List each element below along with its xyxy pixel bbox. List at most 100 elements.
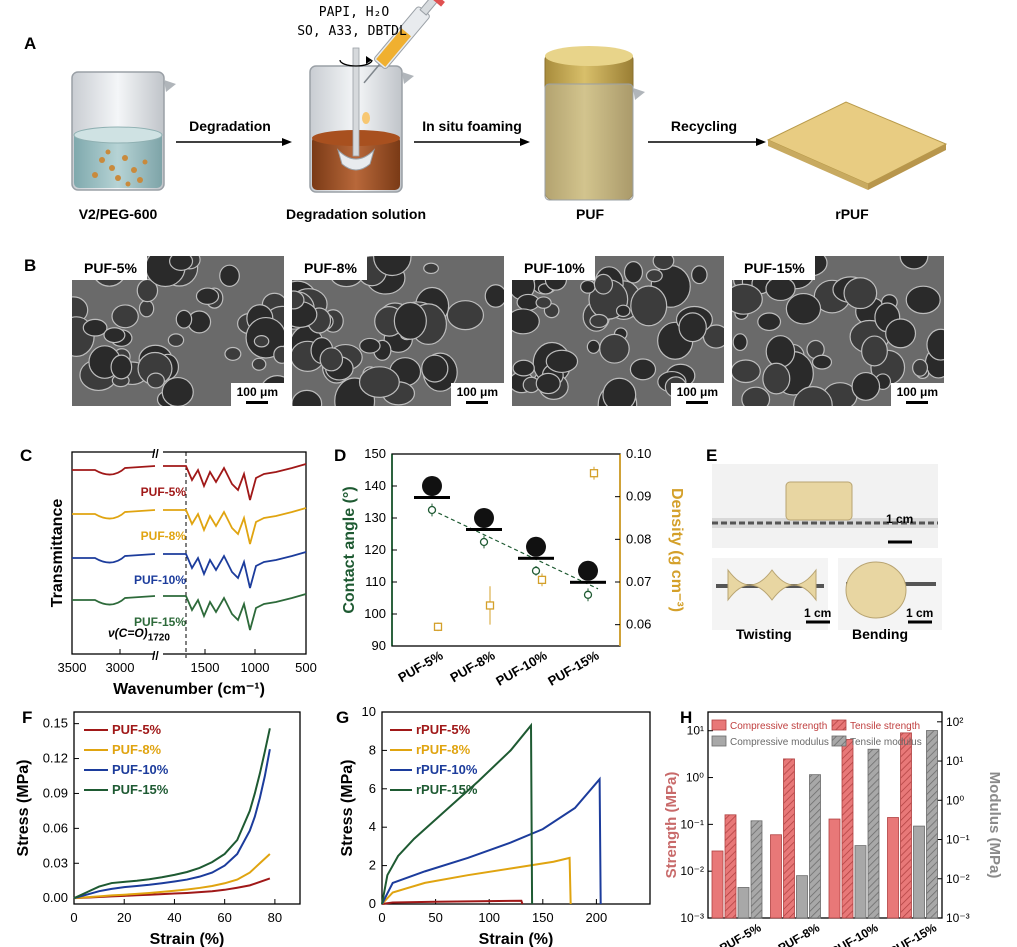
y-tick-label: 10¹: [687, 724, 704, 738]
plot-frame: [381, 711, 651, 905]
pore: [138, 299, 155, 318]
droplet-surface: [466, 528, 502, 531]
panel-d-letter: D: [334, 446, 347, 465]
ftir-chart: // // 3500 3000 1500 1000 500 Wavenumber (cm⁻¹)…: [49, 447, 317, 698]
y-tick-label: 2: [369, 858, 376, 873]
series-label: PUF-8%: [141, 529, 187, 543]
panel-g-letter: G: [336, 708, 350, 727]
sem-pores: [72, 256, 284, 406]
pore: [359, 337, 381, 354]
plot-frame: [707, 711, 943, 919]
x-tick-label: 80: [268, 910, 282, 925]
ftir-series-line: [72, 551, 307, 589]
y2-axis-label: Density (g cm⁻³): [668, 488, 685, 612]
x-tick-label: PUF-10%: [828, 920, 880, 947]
x-tick-label: 100: [478, 910, 500, 925]
series-line: [73, 877, 271, 900]
legend-label: rPUF-15%: [416, 782, 478, 797]
pore: [741, 386, 771, 406]
y-tick-label: 10⁰: [686, 771, 704, 785]
y2-tick-label: 0.09: [626, 489, 651, 504]
sem-label: PUF-15%: [732, 256, 815, 280]
panel-h-letter: H: [680, 708, 693, 727]
series-line: [73, 728, 271, 900]
pore: [652, 256, 675, 271]
pore: [765, 276, 796, 302]
x-tick-label: 0: [378, 910, 385, 925]
legend-label: PUF-5%: [112, 722, 162, 737]
panel-e-letter: E: [706, 446, 718, 465]
x-tick-label: PUF-10%: [493, 647, 550, 688]
pore: [273, 345, 284, 364]
pore: [732, 333, 748, 352]
pore: [175, 309, 193, 329]
pore: [446, 300, 485, 331]
break-mark: //: [152, 649, 159, 663]
y-tick-label: 8: [369, 742, 376, 757]
x-tick-label: 50: [428, 910, 442, 925]
y-tick-label: 0.12: [43, 751, 68, 766]
pore: [732, 283, 763, 315]
bar: [900, 732, 912, 919]
scale-label: 1 cm: [906, 606, 934, 620]
contact-angle-point: [583, 590, 593, 599]
legend-label: PUF-15%: [112, 782, 169, 797]
contact-angle-point: [479, 537, 489, 547]
sem-image-puf-10: PUF-10% 100 μm: [512, 256, 724, 406]
y-tick-label: 0.06: [43, 820, 68, 835]
pore: [905, 285, 941, 315]
pore: [765, 335, 796, 368]
x-tick-label: 0: [70, 910, 77, 925]
x-tick-label: 1000: [241, 660, 270, 675]
bar: [841, 739, 854, 919]
droplet: [422, 476, 442, 496]
pore: [292, 389, 323, 406]
bending-label: Bending: [852, 626, 908, 642]
x-tick-label: 3500: [58, 660, 87, 675]
sem-scale-bar: 100 μm: [230, 383, 284, 406]
bar: [796, 875, 808, 919]
pore: [161, 376, 194, 406]
panel-c-letter: C: [20, 446, 33, 465]
density-point: [485, 601, 495, 610]
y-tick-label: 100: [364, 606, 386, 621]
y2-axis-label: Modulus (MPa): [986, 772, 1003, 879]
legend-label: Compressive strength: [730, 721, 827, 732]
pore: [319, 347, 344, 372]
pore: [843, 277, 878, 310]
y-axis-label: Contact angle (°): [341, 486, 358, 613]
sem-label: PUF-5%: [72, 256, 147, 280]
bar: [750, 820, 763, 919]
legend-swatch: [711, 719, 727, 731]
sem-label: PUF-10%: [512, 256, 595, 280]
pore: [615, 304, 631, 318]
series-label: PUF-10%: [134, 573, 186, 587]
pore: [224, 346, 242, 361]
pore: [545, 349, 579, 374]
pore: [535, 372, 561, 395]
y-tick-label: 4: [369, 819, 376, 834]
legend-label: Compressive modulus: [730, 737, 829, 748]
series-line: [381, 776, 602, 905]
pore: [512, 359, 535, 377]
pore: [484, 284, 504, 308]
pore: [757, 312, 782, 332]
bar: [867, 748, 880, 919]
legend-swatch: [711, 735, 727, 747]
y-tick-label: 150: [364, 446, 386, 461]
x-tick-label: PUF-15%: [887, 920, 939, 947]
panel-a-letter: A: [24, 34, 37, 53]
contact-angle-point: [427, 505, 437, 515]
sem-image-puf-5: PUF-5% 100 μm: [72, 256, 284, 406]
y-tick-label: 90: [372, 638, 386, 653]
pore: [602, 377, 637, 406]
x-tick-label: 200: [586, 910, 608, 925]
axis-break: [155, 450, 163, 656]
pore: [861, 335, 888, 367]
droplet: [526, 536, 546, 557]
y2-tick-label: 10¹: [946, 754, 963, 768]
x-tick-label: 1500: [191, 660, 220, 675]
pore: [762, 362, 791, 395]
pore: [912, 358, 929, 377]
contact-angle-density-chart: 90 100 110 120 130 140 150 0.06 0.07 0.08 0.09 0.10…: [341, 446, 685, 689]
